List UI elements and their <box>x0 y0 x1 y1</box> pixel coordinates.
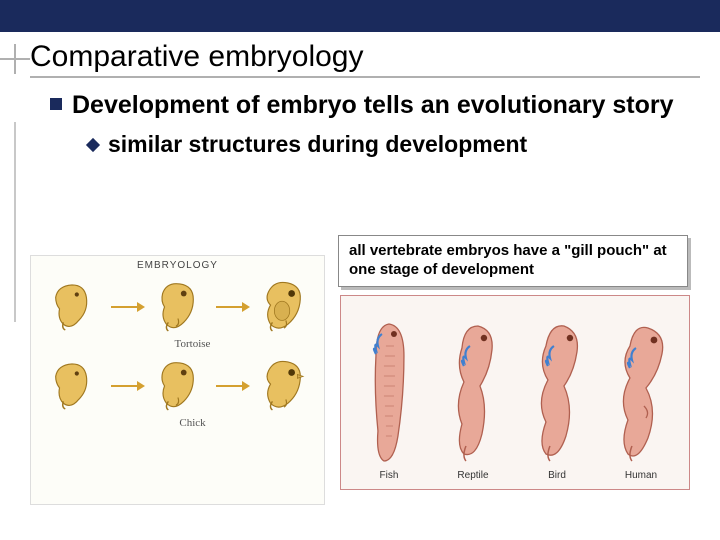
embryo-reptile <box>436 316 510 466</box>
arrow-icon <box>216 306 244 308</box>
vert-label-reptile: Reptile <box>436 470 510 481</box>
embryo-chick-stage1 <box>48 358 96 413</box>
bullet-level1: Development of embryo tells an evolution… <box>50 90 690 121</box>
vert-col-fish: Fish <box>352 316 426 481</box>
square-bullet-icon <box>50 98 62 110</box>
vert-label-human: Human <box>604 470 678 481</box>
slide-content: Comparative embryology Development of em… <box>0 32 720 158</box>
embryo-bird <box>520 316 594 466</box>
figures-area: EMBRYOLOGY Tortoise <box>30 235 690 515</box>
vert-col-bird: Bird <box>520 316 594 481</box>
arrow-icon <box>111 306 139 308</box>
bullet-block: Development of embryo tells an evolution… <box>50 90 690 158</box>
bullet2-text: similar structures during development <box>108 131 527 158</box>
side-guide-line <box>14 122 16 322</box>
figure-embryology-stages: EMBRYOLOGY Tortoise <box>30 255 325 505</box>
vert-col-reptile: Reptile <box>436 316 510 481</box>
title-underline <box>30 76 700 78</box>
embryo-human <box>604 316 678 466</box>
title-row: Comparative embryology <box>30 40 690 74</box>
vert-label-bird: Bird <box>520 470 594 481</box>
slide-title: Comparative embryology <box>30 40 363 74</box>
title-cross-v <box>14 44 16 74</box>
arrow-icon <box>216 385 244 387</box>
fig-left-heading: EMBRYOLOGY <box>31 256 324 271</box>
header-bar <box>0 0 720 32</box>
vert-label-fish: Fish <box>352 470 426 481</box>
embryo-tortoise-stage1 <box>48 279 96 334</box>
embryo-row-tortoise <box>31 271 324 342</box>
embryo-chick-stage3 <box>259 358 307 413</box>
arrow-icon <box>111 385 139 387</box>
callout-box: all vertebrate embryos have a "gill pouc… <box>338 235 688 287</box>
vert-col-human: Human <box>604 316 678 481</box>
embryo-chick-stage2 <box>153 358 201 413</box>
figure-vertebrate-embryos: Fish Reptile B <box>340 295 690 490</box>
bullet-level2: similar structures during development <box>88 131 690 158</box>
embryo-fish <box>352 316 426 466</box>
embryo-tortoise-stage3 <box>259 279 307 334</box>
embryo-row-chick <box>31 350 324 421</box>
embryo-tortoise-stage2 <box>153 279 201 334</box>
diamond-bullet-icon <box>86 138 100 152</box>
bullet1-text: Development of embryo tells an evolution… <box>72 90 674 121</box>
